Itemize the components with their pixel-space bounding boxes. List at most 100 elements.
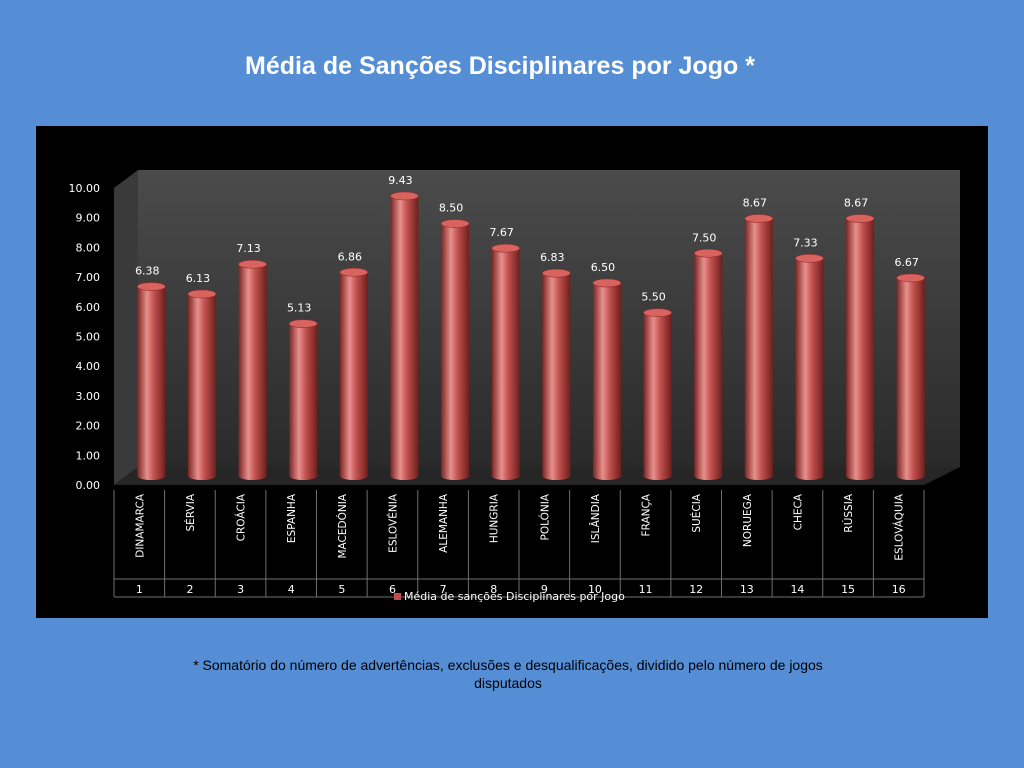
chart-panel: 0.00 1.00 2.00 3.00 4.00 5.00 6.00 7.00 8.00 9.00… [36, 126, 988, 618]
rank-label: 9 [541, 583, 548, 596]
bar [643, 308, 672, 480]
bar [896, 273, 925, 480]
data-label: 5.13 [287, 302, 312, 315]
bar [744, 214, 774, 480]
data-label: 6.83 [540, 251, 565, 264]
bar-body [643, 312, 672, 480]
bar-top [896, 273, 925, 283]
bar-top [440, 219, 470, 228]
bar [693, 248, 723, 480]
category-label: DINAMARCA [134, 493, 146, 558]
bar-top [744, 214, 774, 223]
category-label: RÚSSIA [842, 493, 855, 532]
bar-top [693, 248, 723, 258]
data-label: 6.13 [186, 272, 211, 285]
bar-body [289, 323, 318, 480]
y-tick-label: 4.00 [76, 360, 101, 373]
bar-body [491, 248, 520, 480]
y-tick-label: 8.00 [76, 241, 101, 254]
data-label: 7.33 [793, 236, 818, 249]
slide-title: Média de Sanções Disciplinares por Jogo … [245, 52, 755, 80]
bar-body [592, 282, 621, 480]
category-label: SÉRVIA [184, 493, 197, 531]
bar-top [288, 319, 318, 328]
data-label: 5.50 [641, 291, 666, 304]
bar-body [390, 195, 419, 480]
bar-top [238, 259, 267, 269]
bar-top [845, 214, 875, 223]
category-label: ESLOVÉNIA [386, 493, 399, 553]
bar [390, 191, 419, 480]
category-label: CHECA [792, 493, 804, 530]
bar-body [441, 223, 470, 481]
y-tick-label: 0.00 [76, 479, 101, 492]
category-label: HUNGRIA [489, 493, 501, 543]
bar [339, 267, 369, 480]
rank-label: 8 [490, 583, 497, 596]
data-label: 7.13 [236, 242, 261, 255]
rank-label: 11 [639, 583, 653, 596]
rank-label: 6 [389, 583, 396, 596]
data-label: 8.67 [844, 197, 869, 210]
y-tick-label: 2.00 [76, 420, 101, 433]
data-label: 8.50 [439, 202, 464, 215]
category-label: FRANÇA [641, 493, 653, 536]
legend-label: Média de sanções Disciplinares por Jogo [404, 590, 625, 603]
category-label: NORUEGA [742, 493, 754, 547]
rank-label: 3 [237, 583, 244, 596]
data-label: 7.67 [489, 226, 514, 239]
category-label: ESPANHA [286, 493, 298, 543]
bar [137, 282, 166, 480]
rank-label: 4 [288, 583, 295, 596]
y-tick-label: 7.00 [76, 271, 101, 284]
bar [795, 253, 824, 480]
bar [845, 214, 875, 480]
bar-top [187, 289, 217, 299]
data-label: 8.67 [743, 197, 768, 210]
bar-top [137, 282, 166, 291]
bar-body [896, 277, 925, 480]
rank-label: 12 [689, 583, 703, 596]
rank-label: 16 [892, 583, 906, 596]
legend-swatch [394, 593, 401, 600]
y-tick-label: 1.00 [76, 449, 101, 462]
rank-label: 15 [841, 583, 855, 596]
data-label: 7.50 [692, 231, 717, 244]
rank-label: 14 [790, 583, 804, 596]
bar-body [339, 272, 368, 480]
data-label: 9.43 [388, 174, 413, 187]
bar-body [846, 218, 875, 480]
category-label: POLÓNIA [538, 493, 551, 540]
bar [238, 259, 267, 480]
bar-body [542, 273, 571, 480]
side-wall [114, 170, 138, 485]
bar-body [744, 218, 773, 480]
bar-top [643, 308, 672, 317]
category-label: ALEMANHA [438, 493, 450, 553]
bar [491, 243, 520, 480]
data-label: 6.50 [591, 261, 616, 274]
bar [592, 278, 622, 480]
data-label: 6.86 [338, 250, 363, 263]
category-label: SUÉCIA [690, 493, 703, 532]
category-label: CROÁCIA [235, 493, 248, 541]
bar-body [137, 286, 166, 480]
bar-top [491, 243, 520, 253]
y-tick-label: 3.00 [76, 390, 101, 403]
y-tick-label: 9.00 [76, 212, 101, 225]
bar-top [795, 253, 824, 263]
y-tick-label: 6.00 [76, 301, 101, 314]
category-label: ISLÂNDIA [589, 493, 602, 543]
bar-top [542, 268, 571, 278]
data-label: 6.38 [135, 265, 160, 278]
category-label: ESLOVÁQUIA [893, 493, 906, 560]
bar [440, 219, 470, 481]
bar-body [187, 293, 216, 480]
bar-top [592, 278, 622, 288]
bar-body [795, 258, 824, 480]
footnote: * Somatório do número de advertências, e… [193, 657, 823, 691]
bar [187, 289, 217, 480]
rank-label: 7 [440, 583, 447, 596]
bar-body [238, 264, 267, 480]
category-label: MACEDÓNIA [336, 493, 349, 558]
